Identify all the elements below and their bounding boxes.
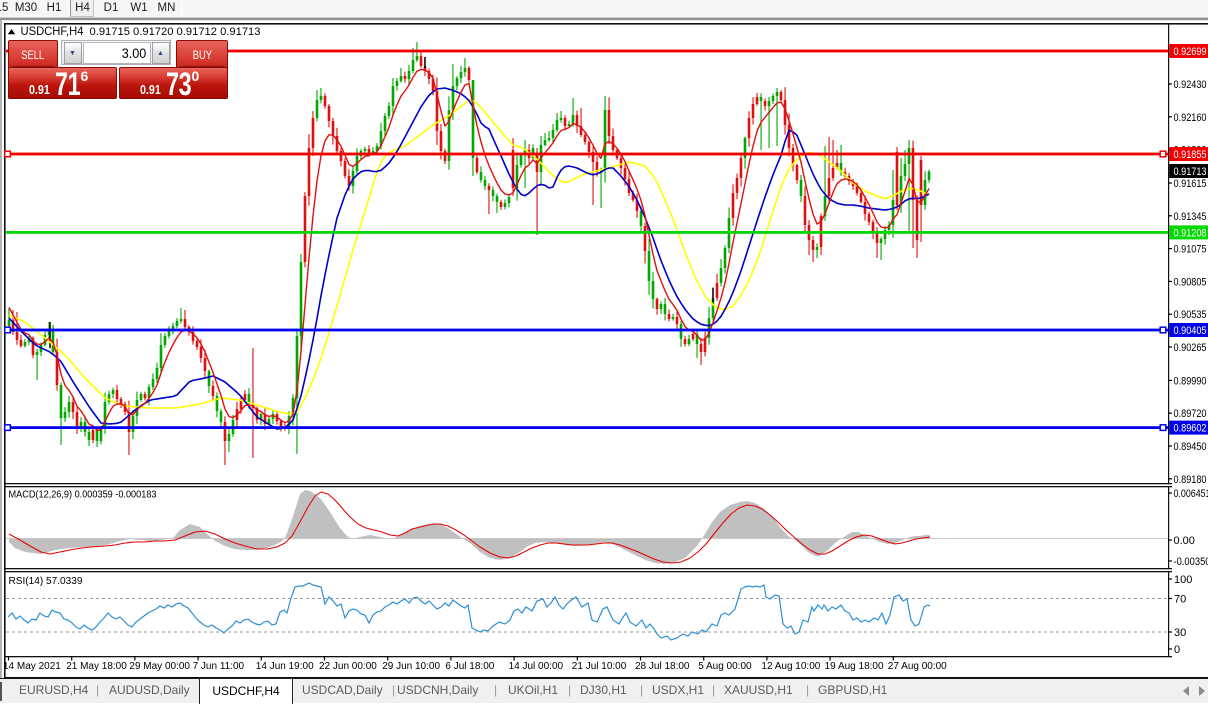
svg-text:0.91075: 0.91075 [1174,244,1207,256]
svg-text:29 May 00:00: 29 May 00:00 [129,661,190,672]
svg-text:30: 30 [1174,627,1186,639]
svg-text:RSI(14) 57.0339: RSI(14) 57.0339 [9,576,83,587]
svg-text:0.89720: 0.89720 [1174,408,1207,420]
svg-text:MACD(12,26,9) 0.000359 -0.0001: MACD(12,26,9) 0.000359 -0.000183 [9,490,157,501]
svg-text:0.91713: 0.91713 [1174,166,1207,178]
svg-text:-0.00350: -0.00350 [1174,556,1208,568]
svg-text:0.89450: 0.89450 [1174,441,1207,453]
svg-text:22 Jun 00:00: 22 Jun 00:00 [319,661,377,672]
svg-text:28 Jul 18:00: 28 Jul 18:00 [635,661,690,672]
svg-text:0.90405: 0.90405 [1174,325,1207,337]
svg-text:14 May 2021: 14 May 2021 [3,661,61,672]
svg-text:70: 70 [1174,594,1186,606]
svg-text:21 Jul 10:00: 21 Jul 10:00 [572,661,627,672]
svg-text:0.90535: 0.90535 [1174,309,1207,321]
svg-text:0.91715 0.91720 0.91712 0.9171: 0.91715 0.91720 0.91712 0.91713 [90,26,261,38]
svg-text:12 Aug 10:00: 12 Aug 10:00 [761,661,820,672]
svg-text:USDCHF,H4: USDCHF,H4 [21,24,84,38]
svg-text:0.92160: 0.92160 [1174,112,1207,124]
svg-text:19 Aug 18:00: 19 Aug 18:00 [825,661,884,672]
svg-text:5 Aug 00:00: 5 Aug 00:00 [698,661,752,672]
svg-text:0.89180: 0.89180 [1174,474,1207,486]
svg-text:0.90265: 0.90265 [1174,342,1207,354]
svg-text:27 Aug 00:00: 27 Aug 00:00 [888,661,947,672]
svg-text:29 Jun 10:00: 29 Jun 10:00 [382,661,440,672]
svg-text:0.89602: 0.89602 [1174,423,1207,435]
svg-text:0.006451: 0.006451 [1174,488,1208,500]
svg-text:7 Jun 11:00: 7 Jun 11:00 [193,661,245,672]
svg-text:0.00: 0.00 [1174,535,1195,547]
svg-text:0.92699: 0.92699 [1174,46,1207,58]
svg-text:0.89990: 0.89990 [1174,375,1207,387]
svg-text:14 Jun 19:00: 14 Jun 19:00 [256,661,314,672]
svg-text:0.91345: 0.91345 [1174,211,1207,223]
svg-text:100: 100 [1174,574,1192,586]
svg-text:0.91855: 0.91855 [1174,149,1207,161]
svg-text:0.90805: 0.90805 [1174,276,1207,288]
svg-text:0: 0 [1174,644,1180,656]
svg-text:0.91615: 0.91615 [1174,178,1207,190]
svg-text:0.92430: 0.92430 [1174,79,1207,91]
svg-text:14 Jul 00:00: 14 Jul 00:00 [509,661,564,672]
svg-text:21 May 18:00: 21 May 18:00 [66,661,127,672]
svg-text:0.91208: 0.91208 [1174,227,1207,239]
svg-text:6 Jul 18:00: 6 Jul 18:00 [445,661,494,672]
